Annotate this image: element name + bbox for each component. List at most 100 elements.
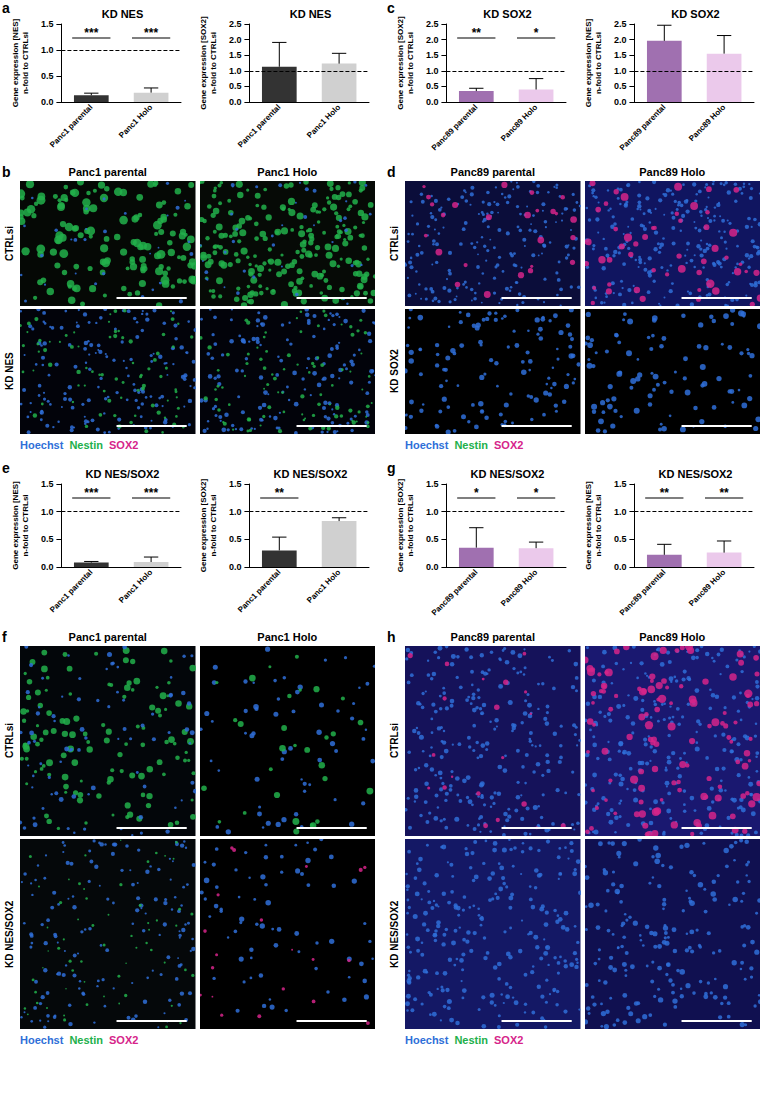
svg-text:n-fold to CTRLsi: n-fold to CTRLsi bbox=[209, 494, 218, 556]
svg-text:Panc1 Holo: Panc1 Holo bbox=[117, 103, 154, 140]
svg-text:*: * bbox=[534, 486, 539, 500]
svg-text:0.0: 0.0 bbox=[426, 562, 439, 572]
html-text:Hoechst: Hoechst bbox=[20, 439, 64, 451]
svg-text:**: ** bbox=[275, 486, 285, 500]
svg-text:Gene expression [NES]: Gene expression [NES] bbox=[584, 481, 593, 570]
svg-text:Panc1 parental: Panc1 parental bbox=[48, 568, 95, 615]
html-text:CTRLsi: CTRLsi bbox=[3, 226, 15, 261]
svg-text:Panc89 parental: Panc89 parental bbox=[618, 103, 668, 153]
svg-text:2.0: 2.0 bbox=[614, 35, 627, 45]
html-text:KD SOX2: KD SOX2 bbox=[388, 349, 400, 394]
html-text:CTRLsi: CTRLsi bbox=[388, 226, 400, 261]
svg-text:***: *** bbox=[84, 486, 98, 500]
svg-text:Panc89 parental: Panc89 parental bbox=[430, 103, 480, 153]
svg-text:Panc1 parental: Panc1 parental bbox=[236, 103, 283, 150]
svg-text:0.5: 0.5 bbox=[426, 81, 439, 91]
svg-text:*: * bbox=[474, 486, 479, 500]
svg-text:***: *** bbox=[84, 26, 98, 40]
svg-text:KD SOX2: KD SOX2 bbox=[671, 8, 719, 20]
svg-text:2.0: 2.0 bbox=[426, 35, 439, 45]
svg-text:Panc89 Holo: Panc89 Holo bbox=[687, 568, 727, 608]
svg-text:KD NES: KD NES bbox=[290, 8, 332, 20]
svg-text:0.5: 0.5 bbox=[41, 71, 54, 81]
svg-text:1.0: 1.0 bbox=[426, 507, 439, 517]
svg-text:1.0: 1.0 bbox=[614, 507, 627, 517]
svg-text:1.0: 1.0 bbox=[41, 45, 54, 55]
svg-text:Panc89 parental: Panc89 parental bbox=[430, 568, 480, 618]
svg-text:KD NES/SOX2: KD NES/SOX2 bbox=[659, 468, 733, 480]
svg-text:n-fold to CTRLsi: n-fold to CTRLsi bbox=[406, 32, 415, 94]
svg-text:0.0: 0.0 bbox=[229, 97, 242, 107]
svg-text:0.5: 0.5 bbox=[41, 534, 54, 544]
svg-text:1.5: 1.5 bbox=[41, 479, 54, 489]
svg-text:KD SOX2: KD SOX2 bbox=[483, 8, 531, 20]
html-text:SOX2: SOX2 bbox=[109, 439, 139, 451]
svg-text:**: ** bbox=[719, 486, 729, 500]
svg-text:1.5: 1.5 bbox=[229, 479, 242, 489]
svg-text:**: ** bbox=[660, 486, 670, 500]
svg-text:0.5: 0.5 bbox=[426, 534, 439, 544]
svg-text:0.5: 0.5 bbox=[229, 81, 242, 91]
html-text:Panc89 parental: Panc89 parental bbox=[450, 166, 535, 178]
svg-text:1.0: 1.0 bbox=[229, 507, 242, 517]
svg-text:KD NES/SOX2: KD NES/SOX2 bbox=[471, 468, 545, 480]
svg-text:0.5: 0.5 bbox=[614, 534, 627, 544]
svg-text:Panc1 Holo: Panc1 Holo bbox=[117, 568, 154, 605]
svg-text:KD NES: KD NES bbox=[102, 8, 144, 20]
svg-text:2.0: 2.0 bbox=[229, 35, 242, 45]
svg-text:KD NES/SOX2: KD NES/SOX2 bbox=[86, 468, 160, 480]
svg-text:Gene expression [NES]: Gene expression [NES] bbox=[11, 481, 20, 570]
svg-text:1.5: 1.5 bbox=[41, 19, 54, 29]
svg-text:KD NES/SOX2: KD NES/SOX2 bbox=[274, 468, 348, 480]
svg-text:1.0: 1.0 bbox=[229, 66, 242, 76]
svg-text:0.0: 0.0 bbox=[41, 562, 54, 572]
svg-text:0.5: 0.5 bbox=[614, 81, 627, 91]
html-text:Panc89 Holo: Panc89 Holo bbox=[639, 166, 706, 178]
svg-text:Gene expression [SOX2]: Gene expression [SOX2] bbox=[396, 478, 405, 572]
svg-text:***: *** bbox=[144, 486, 158, 500]
svg-text:0.5: 0.5 bbox=[229, 534, 242, 544]
svg-text:0.0: 0.0 bbox=[229, 562, 242, 572]
svg-text:0.0: 0.0 bbox=[41, 97, 54, 107]
svg-text:1.5: 1.5 bbox=[426, 50, 439, 60]
svg-text:Panc89 Holo: Panc89 Holo bbox=[499, 568, 539, 608]
svg-text:n-fold to CTRLsi: n-fold to CTRLsi bbox=[406, 494, 415, 556]
svg-text:0.0: 0.0 bbox=[426, 97, 439, 107]
svg-text:n-fold to CTRLsi: n-fold to CTRLsi bbox=[594, 32, 603, 94]
svg-text:*: * bbox=[534, 26, 539, 40]
svg-text:1.5: 1.5 bbox=[426, 479, 439, 489]
svg-text:Gene expression [SOX2]: Gene expression [SOX2] bbox=[199, 16, 208, 110]
svg-text:1.5: 1.5 bbox=[614, 479, 627, 489]
html-text:Panc1 parental: Panc1 parental bbox=[68, 166, 147, 178]
svg-text:***: *** bbox=[144, 26, 158, 40]
html-text:Panc1 Holo: Panc1 Holo bbox=[257, 166, 318, 178]
svg-text:1.0: 1.0 bbox=[41, 507, 54, 517]
svg-text:Gene expression [NES]: Gene expression [NES] bbox=[584, 18, 593, 107]
svg-text:0.0: 0.0 bbox=[614, 562, 627, 572]
svg-text:Gene expression [SOX2]: Gene expression [SOX2] bbox=[396, 16, 405, 110]
svg-text:2.5: 2.5 bbox=[426, 19, 439, 29]
svg-text:Panc89 Holo: Panc89 Holo bbox=[499, 103, 539, 143]
svg-text:Panc1 Holo: Panc1 Holo bbox=[305, 568, 342, 605]
svg-text:Panc1 parental: Panc1 parental bbox=[48, 103, 95, 150]
svg-text:2.5: 2.5 bbox=[229, 19, 242, 29]
svg-text:1.5: 1.5 bbox=[614, 50, 627, 60]
svg-text:1.5: 1.5 bbox=[229, 50, 242, 60]
svg-text:1.0: 1.0 bbox=[426, 66, 439, 76]
svg-text:0.0: 0.0 bbox=[614, 97, 627, 107]
svg-text:**: ** bbox=[472, 26, 482, 40]
svg-text:Panc1 parental: Panc1 parental bbox=[236, 568, 283, 615]
html-text:KD NES: KD NES bbox=[3, 352, 15, 391]
svg-text:n-fold to CTRLsi: n-fold to CTRLsi bbox=[21, 494, 30, 556]
svg-text:1.0: 1.0 bbox=[614, 66, 627, 76]
svg-text:n-fold to CTRLsi: n-fold to CTRLsi bbox=[21, 32, 30, 94]
svg-text:Panc89 Holo: Panc89 Holo bbox=[687, 103, 727, 143]
svg-text:Gene expression [NES]: Gene expression [NES] bbox=[11, 18, 20, 107]
svg-text:Panc89 parental: Panc89 parental bbox=[618, 568, 668, 618]
svg-text:n-fold to CTRLsi: n-fold to CTRLsi bbox=[209, 32, 218, 94]
svg-text:Panc1 Holo: Panc1 Holo bbox=[305, 103, 342, 140]
svg-text:n-fold to CTRLsi: n-fold to CTRLsi bbox=[594, 494, 603, 556]
svg-text:Gene expression [SOX2]: Gene expression [SOX2] bbox=[199, 478, 208, 572]
html-text:Nestin: Nestin bbox=[69, 439, 103, 451]
svg-text:2.5: 2.5 bbox=[614, 19, 627, 29]
